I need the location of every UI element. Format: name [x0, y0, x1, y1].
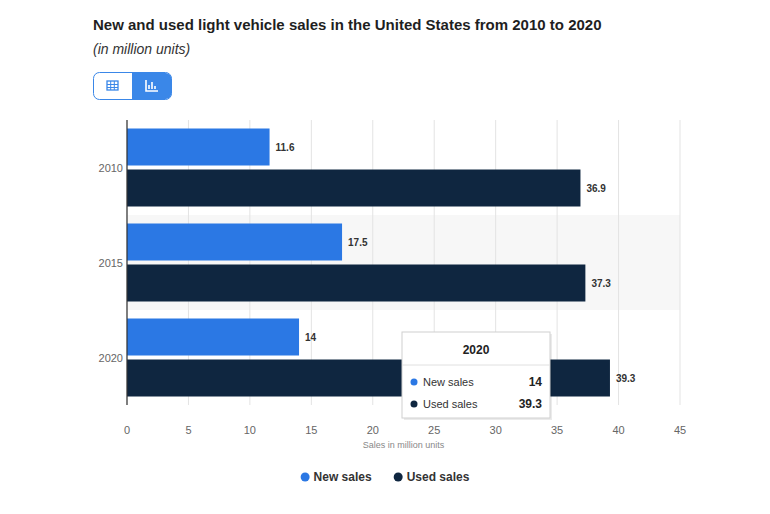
bar — [127, 129, 270, 166]
x-tick-label: 10 — [244, 424, 256, 436]
tooltip-value: 14 — [529, 375, 543, 389]
tooltip-box — [402, 332, 550, 418]
category-label: 2010 — [99, 162, 123, 174]
tooltip-marker — [411, 401, 418, 408]
legend: New sales Used sales — [301, 470, 470, 484]
chart-svg: New and used light vehicle sales in the … — [0, 0, 770, 514]
legend-marker — [394, 473, 403, 482]
legend-label: New sales — [314, 470, 372, 484]
grid-line — [127, 120, 128, 405]
tooltip-value: 39.3 — [519, 397, 543, 411]
tooltip-title: 2020 — [463, 343, 490, 357]
x-tick-label: 35 — [551, 424, 563, 436]
toggle-table-button[interactable] — [94, 73, 133, 100]
x-tick-label: 15 — [305, 424, 317, 436]
x-tick-label: 30 — [490, 424, 502, 436]
data-label: 14 — [305, 332, 317, 343]
tooltip-marker — [411, 379, 418, 386]
legend-marker — [301, 473, 310, 482]
toggle-chart-button[interactable] — [132, 73, 172, 99]
tooltip-separator — [402, 365, 550, 366]
x-tick-label: 5 — [185, 424, 191, 436]
toggle-frame — [94, 73, 172, 100]
data-label: 17.5 — [348, 237, 368, 248]
data-label: 37.3 — [591, 278, 611, 289]
chart-icon — [146, 80, 158, 91]
data-label: 39.3 — [616, 373, 636, 384]
view-toggle — [94, 73, 172, 100]
tooltip-series-name: New sales — [423, 376, 474, 388]
x-tick-label: 45 — [674, 424, 686, 436]
x-tick-label: 20 — [367, 424, 379, 436]
data-label: 36.9 — [586, 183, 606, 194]
subtitle: (in million units) — [93, 41, 190, 57]
data-label: 11.6 — [276, 142, 295, 153]
x-tick-label: 0 — [124, 424, 130, 436]
category-axis-line — [126, 120, 127, 405]
category-label: 2015 — [99, 257, 123, 269]
grid-line — [618, 120, 619, 405]
x-axis-title: Sales in million units — [363, 440, 445, 450]
x-tick-label: 40 — [612, 424, 624, 436]
x-tick-label: 25 — [428, 424, 440, 436]
tooltip: 2020 New sales 14 Used sales 39.3 — [402, 332, 552, 420]
title: New and used light vehicle sales in the … — [93, 16, 602, 33]
tooltip-series-name: Used sales — [423, 398, 478, 410]
legend-item: New sales — [301, 470, 372, 484]
legend-item: Used sales — [394, 470, 470, 484]
grid-line — [680, 120, 681, 405]
legend-label: Used sales — [407, 470, 470, 484]
table-icon — [107, 81, 118, 90]
band-background — [127, 215, 680, 310]
chart-container: New and used light vehicle sales in the … — [0, 0, 770, 514]
category-label: 2020 — [99, 352, 123, 364]
table-icon-lines — [107, 81, 118, 90]
bar — [127, 224, 342, 261]
bar — [127, 170, 580, 207]
bar — [127, 265, 585, 302]
bar — [127, 319, 299, 356]
